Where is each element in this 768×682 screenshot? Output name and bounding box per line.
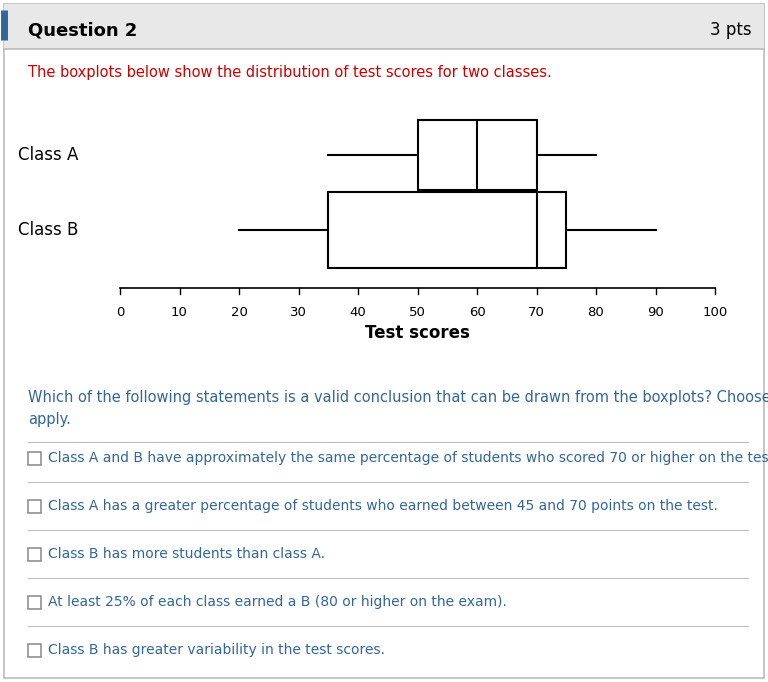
Text: 100: 100	[703, 306, 727, 319]
Text: 20: 20	[230, 306, 247, 319]
Text: 50: 50	[409, 306, 426, 319]
Text: Class B: Class B	[18, 221, 78, 239]
Text: Which of the following statements is a valid conclusion that can be drawn from t: Which of the following statements is a v…	[28, 390, 768, 405]
Bar	[28, 644, 41, 657]
Text: 30: 30	[290, 306, 307, 319]
Text: The boxplots below show the distribution of test scores for two classes.: The boxplots below show the distribution…	[28, 65, 551, 80]
Text: 70: 70	[528, 306, 545, 319]
Text: Class B has more students than class A.: Class B has more students than class A.	[48, 547, 325, 561]
Bar	[28, 595, 41, 608]
Text: 0: 0	[116, 306, 124, 319]
Text: Class A: Class A	[18, 146, 78, 164]
Text: Class A and B have approximately the same percentage of students who scored 70 o: Class A and B have approximately the sam…	[48, 451, 768, 465]
Bar	[328, 192, 566, 268]
Text: Class A has a greater percentage of students who earned between 45 and 70 points: Class A has a greater percentage of stud…	[48, 499, 718, 513]
Bar	[28, 499, 41, 512]
Text: 80: 80	[588, 306, 604, 319]
Text: 90: 90	[647, 306, 664, 319]
Bar	[4, 4, 764, 49]
Text: 10: 10	[171, 306, 188, 319]
Text: 3 pts: 3 pts	[710, 21, 752, 39]
Bar	[28, 548, 41, 561]
Text: Question 2: Question 2	[28, 21, 137, 39]
Text: At least 25% of each class earned a B (80 or higher on the exam).: At least 25% of each class earned a B (8…	[48, 595, 507, 609]
Bar	[418, 120, 537, 190]
Text: Class B has greater variability in the test scores.: Class B has greater variability in the t…	[48, 643, 385, 657]
Text: 60: 60	[468, 306, 485, 319]
Text: Test scores: Test scores	[365, 324, 470, 342]
Text: 40: 40	[349, 306, 366, 319]
Bar	[28, 451, 41, 464]
Text: apply.: apply.	[28, 412, 71, 427]
